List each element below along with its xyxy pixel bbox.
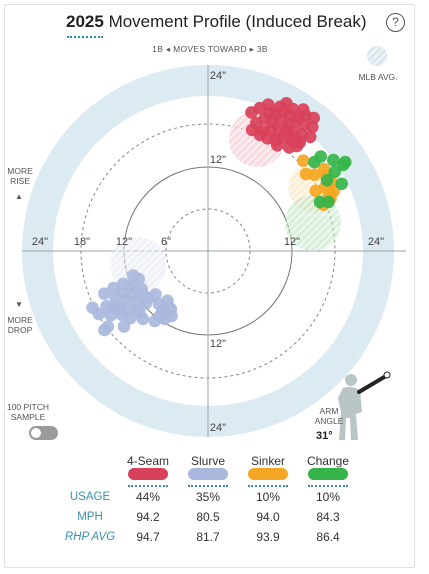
tick-label-y: 12" [210,338,226,350]
more-rise-label-1: MORE [7,166,33,176]
pitch-point-slurve[interactable] [133,306,146,319]
pitch-point-4seam[interactable] [296,103,310,116]
pitch-point-change[interactable] [335,177,349,191]
toggle-knob [31,428,41,438]
tick-label-x: 12" [284,236,300,248]
usage-4seam: 44% [135,490,161,504]
pitch-point-slurve[interactable] [162,300,176,314]
pitch-point-4seam[interactable] [264,106,277,120]
pitch-point-4seam[interactable] [271,139,284,152]
direction-label: 1B ◂ MOVES TOWARD ▸ 3B [140,44,280,55]
tick-label-y: 24" [210,422,226,434]
pitch-point-4seam[interactable] [282,141,296,154]
pitch-swatch-slurve [188,468,228,480]
pitch-point-slurve[interactable] [98,323,111,337]
pitch-point-4seam[interactable] [283,129,297,143]
direction-right: 3B [256,44,268,54]
mph-4seam: 94.2 [136,510,160,524]
pitch-point-4seam[interactable] [303,130,317,144]
pitch-point-change[interactable] [320,174,334,187]
rhp-avg-change: 86.4 [316,530,340,544]
rhp-avg-sinker: 93.9 [256,530,280,544]
rhp-avg-4seam: 94.7 [136,530,160,544]
year-dropdown-underline[interactable] [67,36,103,38]
direction-right-arrow-icon: ▸ [249,44,255,54]
tick-label-x: 18" [74,236,90,248]
direction-left: 1B [152,44,164,54]
more-rise-label-2: RISE [10,176,30,186]
pitch-point-4seam[interactable] [286,102,300,116]
mph-sinker: 94.0 [256,510,280,524]
title-text: Movement Profile (Induced Break) [108,12,367,31]
more-drop-label-2: DROP [8,325,33,335]
tick-label-y: 12" [210,154,226,166]
tick-label-y: 24" [210,70,226,82]
mph-label: MPH [77,511,103,523]
mlb-avg-legend-hatch [367,46,387,66]
sample-label-2: SAMPLE [11,412,46,422]
pitch-point-4seam[interactable] [306,120,319,134]
pitch-point-change[interactable] [327,153,340,167]
usage-change: 10% [315,490,341,504]
pitch-point-slurve[interactable] [98,287,111,301]
arm-angle-label-1: ARM [320,406,339,416]
pitch-point-sinker[interactable] [296,154,310,167]
page-title: 2025 Movement Profile (Induced Break) [66,12,367,32]
pitch-point-change[interactable] [313,195,327,209]
sample-toggle[interactable] [29,426,58,440]
title-year: 2025 [66,12,104,31]
arm-angle-value: 31° [316,430,333,442]
rhp-avg-label: RHP AVG [64,531,116,543]
mph-row: MPH 94.2 80.5 94.0 84.3 [62,507,358,527]
pitch-point-change[interactable] [338,155,352,169]
mlb-avg-label: MLB AVG. [358,72,397,82]
tick-label-x: 6" [161,236,171,248]
more-drop-label-1: MORE [7,315,33,325]
up-arrow-icon: ▲ [15,192,23,201]
pitch-point-change[interactable] [308,155,321,169]
pitch-point-change[interactable] [328,165,342,179]
usage-slurve: 35% [195,490,221,504]
tick-label-x: 12" [116,236,132,248]
pitch-point-slurve[interactable] [153,309,166,323]
question-circle-icon[interactable]: ? [386,13,405,32]
pitch-point-slurve[interactable] [124,311,137,325]
usage-sinker: 10% [255,490,281,504]
pitch-stats-table: 4-Seam Slurve Sinker Change USAGE 44% 35… [62,454,358,547]
direction-left-arrow-icon: ◂ [165,44,171,54]
pitch-header-sinker[interactable]: Sinker [238,454,298,487]
pitch-point-4seam[interactable] [245,123,259,137]
pitch-header-4seam[interactable]: 4-Seam [118,454,178,487]
pitch-point-slurve[interactable] [142,291,155,305]
pitch-point-4seam[interactable] [273,100,287,114]
pitch-header-slurve[interactable]: Slurve [178,454,238,487]
pitch-swatch-sinker [248,468,288,480]
down-arrow-icon: ▼ [15,300,23,309]
mph-change: 84.3 [316,510,340,524]
direction-text: MOVES TOWARD [173,44,247,54]
rhp-avg-row: RHP AVG 94.7 81.7 93.9 86.4 [62,527,358,547]
pitch-swatch-4seam [128,468,168,480]
sample-label-1: 100 PITCH [7,402,49,412]
pitch-point-slurve[interactable] [112,302,126,316]
usage-label: USAGE [69,491,111,503]
arm-angle-label-2: ANGLE [315,416,344,426]
tick-label-x: 24" [32,236,48,248]
pitch-swatch-change [308,468,348,480]
pitch-header-change[interactable]: Change [298,454,358,487]
tick-label-x: 24" [368,236,384,248]
usage-row: USAGE 44% 35% 10% 10% [62,487,358,507]
mph-slurve: 80.5 [196,510,220,524]
pitch-point-slurve[interactable] [92,307,106,321]
pitcher-arm-angle-icon [338,371,391,440]
pitch-point-sinker[interactable] [308,168,321,181]
rhp-avg-slurve: 81.7 [196,530,220,544]
